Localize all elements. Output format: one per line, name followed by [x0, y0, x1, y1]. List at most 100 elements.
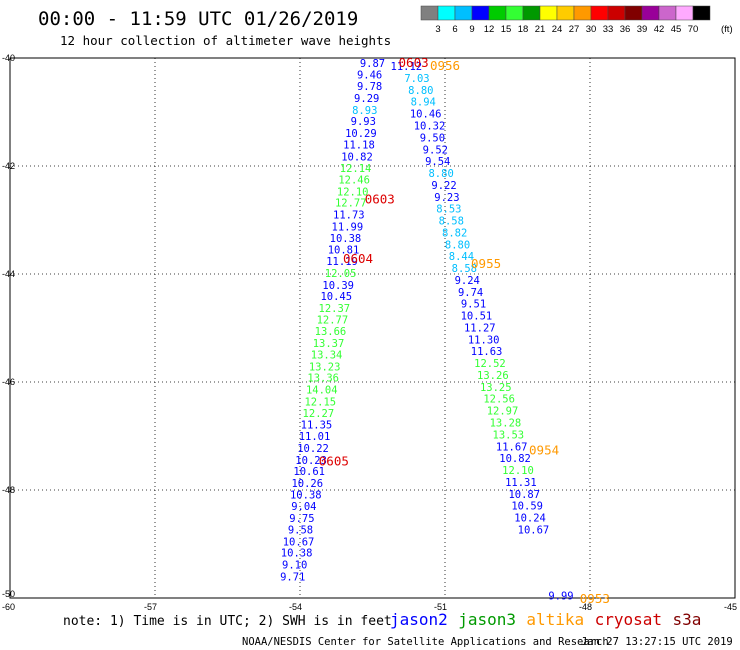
- wave-height-label: 8.94: [411, 97, 436, 109]
- legend-label: 18: [518, 24, 529, 35]
- wave-height-label: 12.46: [338, 175, 370, 187]
- legend-label: 21: [535, 24, 546, 35]
- wave-height-label: 14.04: [306, 385, 338, 397]
- wave-height-label: 12.97: [487, 406, 519, 418]
- chart-title: 00:00 - 11:59 UTC 01/26/2019: [38, 8, 358, 30]
- wave-height-label: 12.05: [325, 268, 357, 280]
- legend-swatch: [675, 5, 694, 21]
- wave-height-label: 9.46: [357, 70, 382, 82]
- y-tick-label: -48: [2, 485, 15, 495]
- units-note: note: 1) Time is in UTC; 2) SWH is in fe…: [63, 614, 392, 629]
- wave-height-label: 10.45: [320, 291, 352, 303]
- x-tick-label: -51: [434, 602, 447, 612]
- wave-height-label: 10.22: [297, 443, 329, 455]
- wave-height-label: 11.67: [496, 441, 528, 453]
- legend-swatch: [556, 5, 575, 21]
- wave-height-label: 10.38: [330, 233, 362, 245]
- wave-height-label: 10.39: [322, 280, 354, 292]
- wave-height-label: 13.28: [490, 418, 522, 430]
- wave-height-label: 10.46: [410, 109, 442, 121]
- legend-swatch: [420, 5, 439, 21]
- wave-height-label: 12.37: [319, 303, 351, 315]
- series-jason3: 9.879.469.789.298.939.9310.2911.1810.821…: [280, 58, 385, 584]
- series-single: 9.99: [548, 590, 573, 602]
- wave-height-label: 9.75: [289, 513, 314, 525]
- wave-height-label: 9.51: [461, 299, 486, 311]
- wave-height-label: 8.82: [442, 227, 467, 239]
- legend-label: 27: [569, 24, 580, 35]
- legend-label: 30: [586, 24, 597, 35]
- wave-height-label: 9.22: [431, 180, 456, 192]
- legend-label: 9: [469, 24, 474, 35]
- chart-subtitle: 12 hour collection of altimeter wave hei…: [60, 33, 391, 48]
- legend-swatch: [607, 5, 626, 21]
- x-tick-label: -57: [144, 602, 157, 612]
- legend-label: 24: [552, 24, 563, 35]
- legend-label: 33: [603, 24, 614, 35]
- wave-height-label: 11.73: [333, 210, 365, 222]
- wave-height-label: 9.71: [280, 571, 305, 583]
- satellite-cryosat: cryosat: [595, 610, 662, 629]
- wave-height-label: 9.24: [455, 275, 480, 287]
- wave-height-label: 8.80: [408, 85, 433, 97]
- legend-swatch: [692, 5, 711, 21]
- wave-height-label: 8.44: [449, 251, 474, 263]
- legend-label: 3: [435, 24, 440, 35]
- x-tick-label: -45: [724, 602, 737, 612]
- pass-time-label: 0604: [343, 251, 373, 266]
- legend-swatch: [471, 5, 490, 21]
- legend-label: 12: [484, 24, 495, 35]
- pass-time-label: 0954: [529, 443, 559, 458]
- legend-label: (ft): [721, 24, 733, 35]
- satellite-altika: altika: [526, 610, 584, 629]
- wave-height-label: 10.67: [518, 524, 550, 536]
- wave-height-label: 10.81: [328, 245, 360, 257]
- color-legend: 3 6 9 12 15 18 21 24 27 30 33 36 39 42 45 70 (ft): [420, 5, 733, 35]
- wave-height-label: 8.58: [439, 216, 464, 228]
- wave-height-label: 12.15: [304, 396, 336, 408]
- wave-height-label: 8.80: [428, 168, 453, 180]
- y-tick-label: -50: [2, 589, 15, 599]
- pass-time-label: 0956: [430, 58, 460, 73]
- legend-label: 45: [671, 24, 682, 35]
- wave-height-label: 12.10: [337, 186, 369, 198]
- legend-swatch: [488, 5, 507, 21]
- wave-height-label: 12.10: [502, 465, 534, 477]
- legend-swatch: [658, 5, 677, 21]
- corner-label: -60: [2, 602, 15, 612]
- legend-label: 6: [452, 24, 457, 35]
- wave-height-label: 9.52: [423, 144, 448, 156]
- wave-height-label: 12.27: [303, 408, 335, 420]
- wave-height-label: 11.18: [343, 139, 375, 151]
- wave-height-label: 11.30: [468, 334, 500, 346]
- wave-height-label: 10.24: [514, 513, 546, 525]
- wave-height-label: 9.58: [288, 524, 313, 536]
- legend-label: 36: [620, 24, 631, 35]
- wave-height-label: 11.19: [326, 256, 358, 268]
- legend-label: 70: [688, 24, 699, 35]
- wave-height-label: 8.80: [445, 239, 470, 251]
- wave-height-label: 10.82: [341, 151, 373, 163]
- legend-swatch: [539, 5, 558, 21]
- wave-height-label: 13.26: [477, 370, 509, 382]
- plot-frame: [9, 57, 736, 599]
- pass-time-label: 0605: [319, 453, 349, 468]
- legend-label: 15: [501, 24, 512, 35]
- legend-swatch: [573, 5, 592, 21]
- satellite-s3a: s3a: [673, 610, 702, 629]
- satellite-jason3: jason3: [458, 610, 516, 629]
- wave-height-label: 9.04: [291, 501, 316, 513]
- wave-height-label: 8.58: [452, 263, 477, 275]
- wave-height-label: 11.35: [301, 420, 333, 432]
- wave-height-label: 13.36: [307, 373, 339, 385]
- wave-height-label: 11.99: [332, 221, 364, 233]
- legend-label: 39: [637, 24, 648, 35]
- wave-height-label: 9.87: [360, 58, 385, 70]
- wave-height-label: 11.27: [464, 322, 496, 334]
- wave-height-label: 9.23: [434, 192, 459, 204]
- wave-height-label: 12.52: [474, 358, 506, 370]
- legend-swatch: [437, 5, 456, 21]
- y-tick-label: -46: [2, 377, 15, 387]
- y-tick-label: -42: [2, 161, 15, 171]
